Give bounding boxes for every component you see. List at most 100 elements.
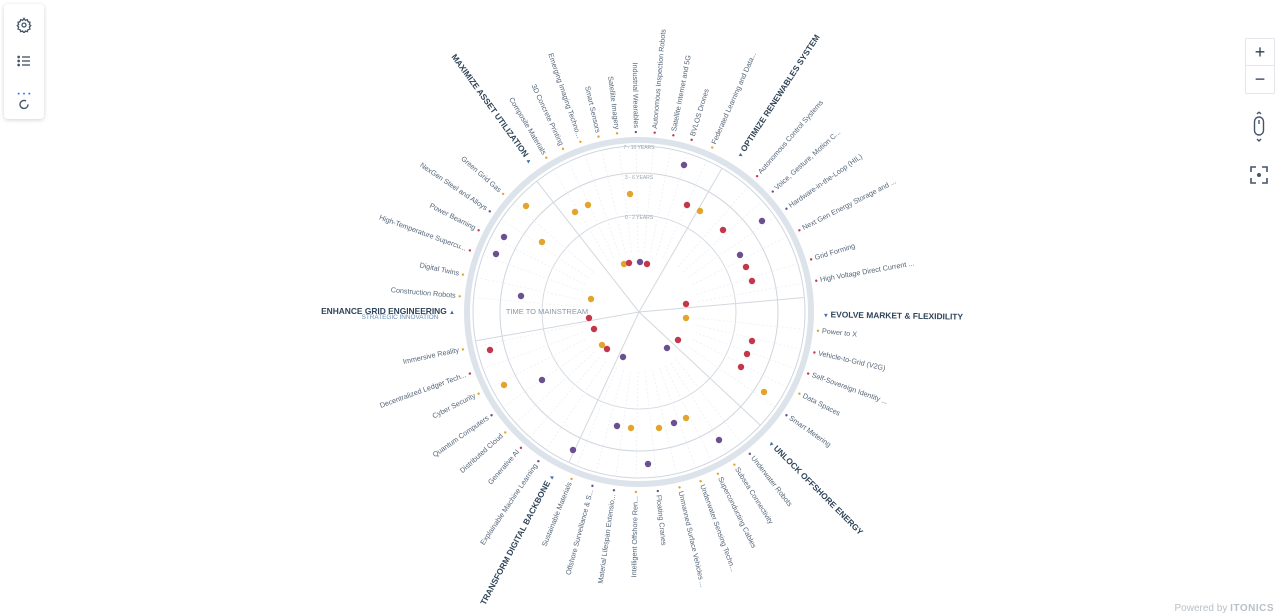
technology-label[interactable]: Offshore Surveillance & S... bbox=[564, 488, 596, 575]
technology-label[interactable]: Material Lifespan Extensio... bbox=[596, 494, 617, 585]
technology-label[interactable]: Floating Cranes bbox=[654, 494, 668, 546]
zoom-in-button[interactable]: + bbox=[1254, 41, 1266, 62]
technology-label[interactable]: Power Beaming bbox=[428, 201, 477, 232]
technology-dot[interactable] bbox=[696, 207, 704, 215]
list-button[interactable] bbox=[8, 46, 40, 76]
technology-spoke bbox=[545, 361, 606, 450]
technology-dot[interactable] bbox=[742, 263, 750, 271]
technology-spoke bbox=[635, 146, 639, 253]
zoom-out-button[interactable]: − bbox=[1254, 68, 1266, 89]
technology-spoke bbox=[490, 338, 586, 388]
technology-dot[interactable] bbox=[674, 336, 682, 344]
label-marker bbox=[809, 258, 813, 261]
technology-dot[interactable] bbox=[620, 260, 628, 268]
technology-dot[interactable] bbox=[644, 460, 652, 468]
technology-dot[interactable] bbox=[748, 337, 756, 345]
left-toolbar bbox=[4, 4, 44, 119]
technology-dot[interactable] bbox=[619, 353, 627, 361]
technology-dot[interactable] bbox=[682, 300, 690, 308]
technology-dot[interactable] bbox=[486, 346, 494, 354]
technology-dot[interactable] bbox=[584, 201, 592, 209]
segment-title[interactable]: ▼ OPTIMIZE RENEWABLES SYSTEM bbox=[734, 33, 822, 160]
technology-dot[interactable] bbox=[627, 424, 635, 432]
technology-dot[interactable] bbox=[643, 260, 651, 268]
technology-label[interactable]: Voice, Gesture, Motion C... bbox=[772, 128, 842, 192]
technology-label[interactable]: Vehicle-to-Grid (V2G) bbox=[817, 348, 886, 372]
label-marker bbox=[458, 295, 461, 298]
technology-dot[interactable] bbox=[748, 277, 756, 285]
technology-dot[interactable] bbox=[522, 202, 530, 210]
technology-dot[interactable] bbox=[500, 233, 508, 241]
powered-by-text: Powered by bbox=[1174, 603, 1231, 614]
technology-label[interactable]: Autonomous Inspection Robots bbox=[650, 28, 668, 129]
technology-spoke bbox=[697, 325, 801, 350]
technology-dot[interactable] bbox=[492, 250, 500, 258]
technology-label[interactable]: Industrial Wearables bbox=[631, 63, 641, 129]
technology-dot[interactable] bbox=[636, 258, 644, 266]
technology-dot[interactable] bbox=[680, 161, 688, 169]
technology-label[interactable]: High Voltage Direct Current ... bbox=[819, 258, 915, 283]
technology-spoke bbox=[482, 254, 583, 292]
technology-dot[interactable] bbox=[538, 238, 546, 246]
technology-spoke bbox=[476, 324, 581, 347]
technology-dot[interactable] bbox=[737, 363, 745, 371]
technology-label[interactable]: Smart Sensors bbox=[583, 85, 603, 134]
technology-spoke bbox=[652, 370, 677, 474]
technology-dot[interactable] bbox=[590, 325, 598, 333]
technology-label[interactable]: Power to X bbox=[822, 326, 858, 339]
technology-dot[interactable] bbox=[743, 350, 751, 358]
technology-spoke bbox=[678, 186, 749, 267]
technology-dot[interactable] bbox=[736, 251, 744, 259]
technology-label[interactable]: Generative AI bbox=[486, 448, 521, 487]
technology-dot[interactable] bbox=[682, 414, 690, 422]
technology-dot[interactable] bbox=[569, 446, 577, 454]
technology-label[interactable]: Unmanned Surface Vehicles ... bbox=[677, 490, 708, 588]
technology-dot[interactable] bbox=[613, 422, 621, 430]
technology-dot[interactable] bbox=[719, 226, 727, 234]
loading-button[interactable] bbox=[8, 86, 40, 116]
technology-dot[interactable] bbox=[715, 436, 723, 444]
label-marker bbox=[634, 490, 638, 494]
technology-dot[interactable] bbox=[603, 345, 611, 353]
technology-dot[interactable] bbox=[625, 259, 633, 267]
technology-dot[interactable] bbox=[585, 314, 593, 322]
technology-label[interactable]: Digital Twins bbox=[419, 260, 461, 277]
technology-spoke bbox=[696, 263, 798, 295]
technology-label[interactable]: Immersive Reality bbox=[402, 345, 460, 366]
technology-dot[interactable] bbox=[500, 381, 508, 389]
ring-boundary bbox=[541, 214, 737, 410]
technology-dot[interactable] bbox=[517, 292, 525, 300]
technology-dot[interactable] bbox=[682, 314, 690, 322]
fullscreen-button[interactable] bbox=[1248, 164, 1270, 186]
technology-label[interactable]: Grid Forming bbox=[813, 241, 856, 262]
ring-label-middle: 3 - 6 YEARS bbox=[625, 175, 654, 181]
label-marker bbox=[570, 477, 573, 481]
technology-dot[interactable] bbox=[760, 388, 768, 396]
technology-dot[interactable] bbox=[598, 341, 606, 349]
scroll-mode-button[interactable] bbox=[1249, 110, 1269, 144]
segment-title[interactable]: ▼ EVOLVE MARKET & FLEXIDILITY bbox=[823, 309, 964, 322]
segment-title[interactable]: ENHANCE GRID ENGINEERING ▲ bbox=[321, 306, 455, 316]
technology-spoke bbox=[476, 277, 581, 300]
technology-spoke bbox=[568, 161, 615, 258]
technology-dot[interactable] bbox=[626, 190, 634, 198]
technology-label[interactable]: Intelligent Offshore Ren... bbox=[629, 496, 639, 578]
technology-dot[interactable] bbox=[670, 419, 678, 427]
technology-label[interactable]: Cyber Security bbox=[431, 391, 477, 421]
technology-label[interactable]: Satellite Imagery bbox=[606, 76, 622, 131]
technology-dot[interactable] bbox=[655, 424, 663, 432]
technology-dot[interactable] bbox=[758, 217, 766, 225]
label-marker bbox=[678, 486, 681, 489]
label-marker bbox=[672, 134, 675, 137]
technology-label[interactable]: Data Spaces bbox=[801, 391, 842, 418]
settings-button[interactable] bbox=[8, 10, 40, 40]
technology-dot[interactable] bbox=[571, 208, 579, 216]
technology-dot[interactable] bbox=[538, 376, 546, 384]
technology-label[interactable]: Construction Robots bbox=[390, 285, 456, 300]
technology-label[interactable]: BVLOS Drones bbox=[688, 87, 711, 137]
technology-dot[interactable] bbox=[683, 201, 691, 209]
technology-label[interactable]: Satellite Internet and 5G bbox=[669, 54, 693, 132]
technology-dot[interactable] bbox=[587, 295, 595, 303]
technology-label[interactable]: Smart Metering bbox=[787, 413, 832, 449]
technology-dot[interactable] bbox=[663, 344, 671, 352]
